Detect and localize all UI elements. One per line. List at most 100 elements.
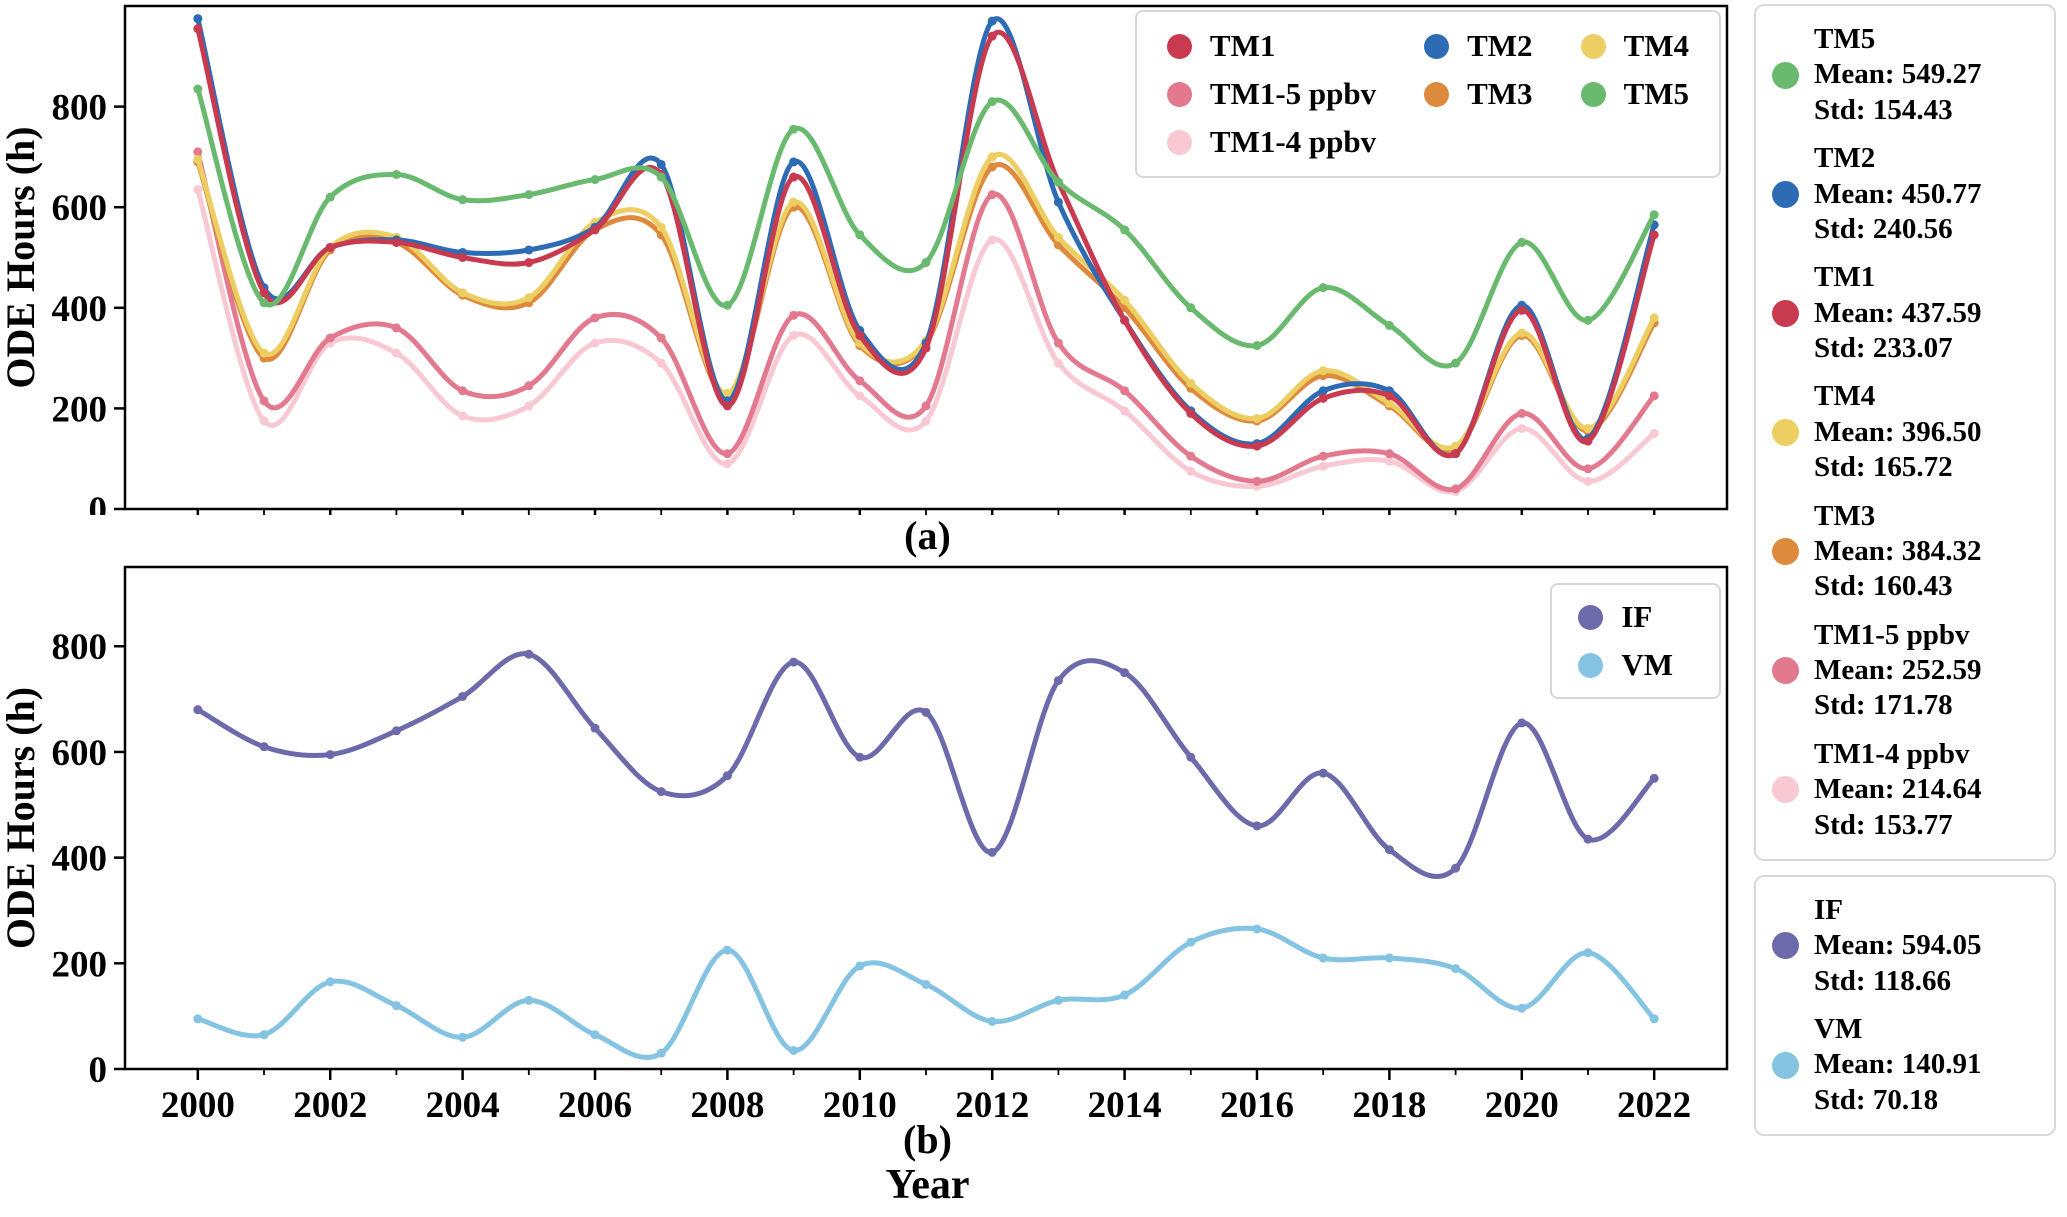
- y-tick-label: 600: [52, 733, 108, 774]
- data-point-TM1-5 ppbv: [1649, 391, 1659, 401]
- data-point-TM1: [722, 401, 732, 411]
- data-point-TM4: [1252, 413, 1262, 423]
- data-point-TM1-4 ppbv: [656, 358, 666, 368]
- legend-item-tm4: TM4: [1580, 28, 1689, 64]
- x-axis-title: Year: [885, 1162, 970, 1208]
- data-point-VM: [921, 979, 931, 989]
- stat-text: TM1 Mean: 437.59 Std: 233.07: [1814, 260, 1982, 366]
- data-point-TM1-5 ppbv: [1252, 476, 1262, 486]
- data-point-TM5: [590, 175, 600, 185]
- stat-text: TM1-4 ppbv Mean: 214.64 Std: 153.77: [1814, 737, 1982, 843]
- y-axis-title: ODE Hours (h): [0, 126, 43, 388]
- series-line-VM: [195, 925, 1657, 1060]
- data-point-TM4: [987, 152, 997, 162]
- stat-series-name: TM4: [1814, 380, 1876, 413]
- data-point-TM1-5 ppbv: [855, 376, 865, 386]
- data-point-TM4: [722, 388, 732, 398]
- data-point-TM1-4 ppbv: [259, 416, 269, 426]
- data-point-TM1-4 ppbv: [1517, 424, 1527, 434]
- data-point-IF: [656, 787, 666, 797]
- data-point-VM: [391, 1001, 401, 1011]
- data-point-TM1-4 ppbv: [391, 348, 401, 358]
- stat-mean: Mean: 396.50: [1814, 415, 1982, 448]
- legend-item-vm: VM: [1578, 647, 1673, 683]
- stat-mean: Mean: 252.59: [1814, 654, 1982, 686]
- data-point-VM: [1384, 953, 1394, 963]
- data-point-TM3: [987, 162, 997, 172]
- stats-box-2: IF Mean: 594.05 Std: 118.66 VM Mean: 140.91 S…: [1754, 874, 2056, 1137]
- data-point-TM1: [1186, 408, 1196, 418]
- data-point-VM: [259, 1030, 269, 1040]
- legend-marker-icon: [1424, 81, 1450, 107]
- data-point-TM2: [987, 16, 997, 26]
- data-point-TM4: [789, 197, 799, 207]
- stat-std: Std: 165.72: [1814, 451, 1953, 484]
- legend-label: IF: [1621, 599, 1653, 634]
- data-point-TM1-4 ppbv: [1120, 406, 1130, 416]
- y-tick-label: 800: [52, 88, 108, 129]
- data-point-TM1-4 ppbv: [722, 459, 732, 469]
- stat-std: Std: 233.07: [1814, 332, 1953, 364]
- y-tick-label: 800: [52, 627, 108, 668]
- y-tick-label: 200: [52, 944, 108, 985]
- data-point-IF: [1451, 863, 1461, 873]
- data-point-TM1: [1120, 315, 1130, 325]
- legend-item-tm1: TM1: [1166, 28, 1376, 64]
- stat-std: Std: 118.66: [1814, 964, 1951, 997]
- data-point-VM: [1318, 953, 1328, 963]
- data-point-TM2: [193, 14, 203, 24]
- data-point-TM1-5 ppbv: [1186, 451, 1196, 461]
- data-point-VM: [987, 1016, 997, 1026]
- data-point-TM1-4 ppbv: [590, 338, 600, 348]
- data-point-TM1-4 ppbv: [1384, 456, 1394, 466]
- stat-entry-tm2: TM2 Mean: 450.77 Std: 240.56: [1772, 141, 2038, 247]
- stat-mean: Mean: 140.91: [1814, 1048, 1982, 1081]
- data-point-VM: [325, 977, 335, 987]
- data-point-VM: [458, 1032, 468, 1042]
- data-point-IF: [1053, 676, 1063, 686]
- stat-series-name: TM5: [1814, 23, 1876, 55]
- stat-text: TM3 Mean: 384.32 Std: 160.43: [1814, 499, 1982, 605]
- stat-std: Std: 171.78: [1814, 689, 1953, 722]
- data-point-TM1-4 ppbv: [1649, 429, 1659, 439]
- legend-item-tm1-5-ppbv: TM1-5 ppbv: [1166, 76, 1376, 112]
- data-point-TM4: [1649, 313, 1659, 323]
- x-tick-label: 2022: [1617, 1085, 1691, 1119]
- data-point-TM5: [325, 192, 335, 202]
- legend-column: TM1 TM1-5 ppbv TM1-4 ppbv: [1166, 28, 1376, 160]
- data-point-TM5: [1517, 237, 1527, 247]
- legend-label: VM: [1621, 647, 1673, 682]
- data-point-TM5: [1384, 320, 1394, 330]
- data-point-TM1: [987, 31, 997, 41]
- data-point-TM1-5 ppbv: [259, 396, 269, 406]
- x-tick-label: 2010: [823, 1085, 897, 1119]
- data-point-TM5: [1649, 210, 1659, 220]
- data-point-VM: [590, 1030, 600, 1040]
- legend-column: TM2 TM3: [1424, 28, 1533, 160]
- stat-entry-tm1-5-ppbv: TM1-5 ppbv Mean: 252.59 Std: 171.78: [1772, 618, 2038, 724]
- data-point-TM1: [1252, 441, 1262, 451]
- y-tick-label: 400: [52, 289, 108, 330]
- stat-mean: Mean: 450.77: [1814, 177, 1982, 210]
- data-point-VM: [193, 1014, 203, 1024]
- series-color-icon: [1772, 418, 1799, 446]
- data-point-TM1-4 ppbv: [855, 391, 865, 401]
- legend-label: TM2: [1467, 28, 1533, 63]
- panel-b-caption: (b): [903, 1117, 952, 1162]
- data-point-TM1: [259, 288, 269, 298]
- data-point-TM4: [1318, 366, 1328, 376]
- data-point-TM1-5 ppbv: [921, 401, 931, 411]
- y-tick-label: 200: [52, 389, 108, 430]
- chart-panel-b: 0 200 400 600 800 2000 2002 2004 2006 2008 2010 201…: [0, 565, 1729, 1119]
- data-point-TM4: [259, 348, 269, 358]
- panel-a: 0 200 400 600 800 ODE Hours (h) TM1 TM1-5 ppbv…: [0, 0, 1745, 515]
- legend-label: TM3: [1467, 76, 1533, 111]
- legend-marker-icon: [1166, 33, 1192, 59]
- data-point-IF: [789, 657, 799, 667]
- data-point-IF: [1252, 821, 1262, 831]
- data-point-TM4: [1120, 295, 1130, 305]
- legend-marker-icon: [1424, 33, 1450, 59]
- data-point-TM1-5 ppbv: [1384, 449, 1394, 459]
